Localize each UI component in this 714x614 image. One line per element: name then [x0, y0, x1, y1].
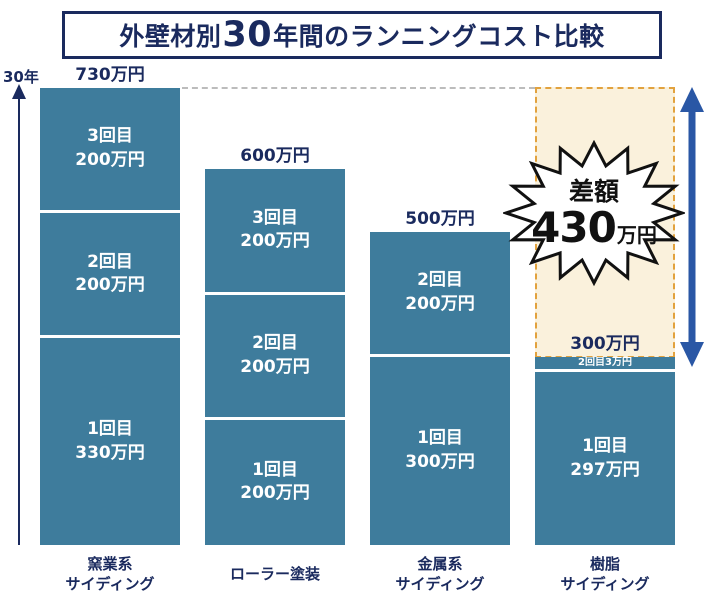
- title-part-post: 年間のランニングコスト比較: [273, 22, 605, 51]
- bar-segment: 1回目 330万円: [40, 338, 180, 545]
- bar-segment-label: 2回目3万円: [578, 357, 632, 369]
- bar-segment-label: 1回目 297万円: [570, 435, 640, 480]
- title-part-number: 30: [222, 14, 273, 55]
- category-label: ローラー塗装: [229, 564, 320, 583]
- difference-badge-text: 差額 430 万円: [503, 140, 685, 288]
- burst-icon: [503, 140, 685, 287]
- bar-total-label: 730万円: [75, 65, 145, 85]
- bar-segment: 1回目 200万円: [205, 420, 345, 545]
- bar-segment: 3回目 200万円: [205, 169, 345, 295]
- category-label: 樹脂 サイディング: [560, 554, 650, 593]
- bar-segment-label: 1回目 200万円: [240, 459, 310, 504]
- bar-segment-label: 2回目 200万円: [240, 332, 310, 377]
- bar-segment: 2回目 200万円: [370, 232, 510, 358]
- bar-segment-label: 2回目 200万円: [75, 251, 145, 296]
- bar-segment-label: 2回目 200万円: [405, 270, 475, 315]
- bar-segment-label: 3回目 200万円: [75, 126, 145, 171]
- category-label: 窯業系 サイディング: [65, 554, 155, 593]
- bar-4: 300万円 2回目3万円 1回目 297万円: [535, 334, 675, 545]
- title-part-pre: 外壁材別: [119, 22, 222, 51]
- bar-1: 730万円 3回目 200万円 2回目 200万円 1回目 330万円: [40, 65, 180, 545]
- difference-value: 430: [531, 202, 617, 252]
- difference-badge: 差額 430 万円: [503, 140, 685, 288]
- bar-3: 500万円 2回目 200万円 1回目 300万円: [370, 209, 510, 545]
- bar-segment: 3回目 200万円: [40, 88, 180, 214]
- category-label: 金属系 サイディング: [395, 554, 485, 593]
- bar-2: 600万円 3回目 200万円 2回目 200万円 1回目 200万円: [205, 146, 345, 545]
- bar-segment-label: 3回目 200万円: [240, 207, 310, 252]
- bar-segment: 2回目 200万円: [40, 213, 180, 339]
- difference-label: 差額: [568, 177, 619, 207]
- bar-total-label: 500万円: [405, 208, 475, 229]
- bar-segment-label: 1回目 300万円: [405, 428, 475, 473]
- difference-arrow-icon: [680, 87, 704, 367]
- bar-segment: 1回目 297万円: [535, 372, 675, 545]
- bar-total-label: 300万円: [570, 334, 640, 355]
- bar-segment: 2回目 200万円: [205, 295, 345, 420]
- difference-unit: 万円: [616, 222, 657, 247]
- bar-segment: 2回目3万円: [535, 357, 675, 373]
- bar-total-label: 600万円: [240, 146, 310, 167]
- y-axis-arrow-icon: [12, 84, 26, 545]
- y-axis-label: 30年: [3, 68, 39, 86]
- bar-segment: 1回目 300万円: [370, 357, 510, 545]
- bar-segment-label: 1回目 330万円: [75, 418, 145, 463]
- page-title: 外壁材別 30 年間のランニングコスト比較: [62, 11, 662, 59]
- reference-dashed-line: [182, 87, 535, 89]
